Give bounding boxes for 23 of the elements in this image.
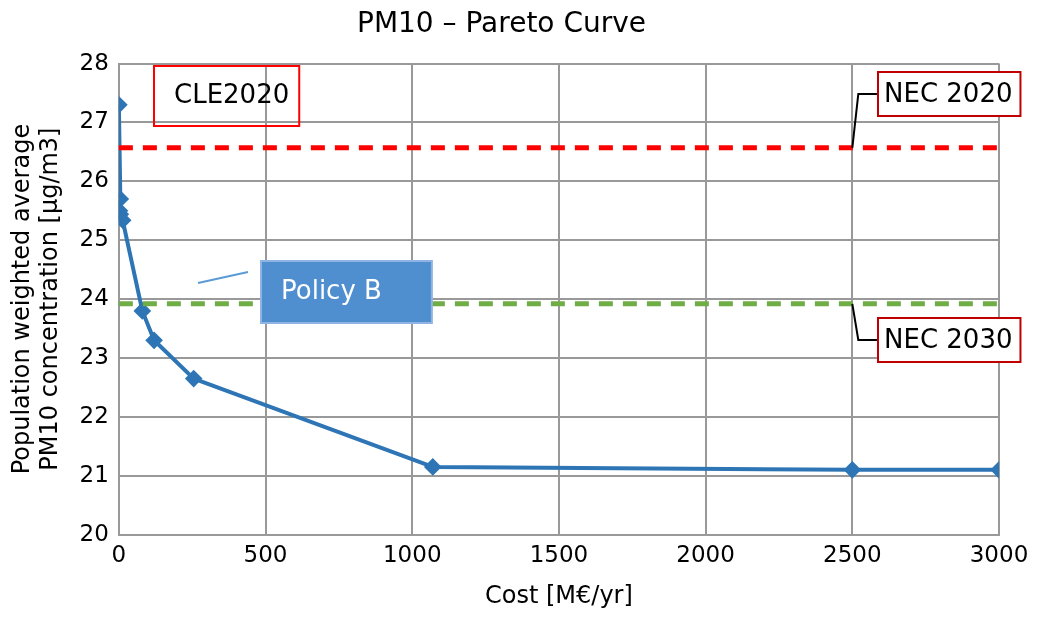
y-tick-label: 22 — [79, 401, 109, 428]
chart-title: PM10 – Pareto Curve — [357, 6, 646, 40]
x-tick-label: 2500 — [823, 541, 882, 568]
x-tick-label: 1000 — [382, 541, 442, 568]
y-tick-label: 21 — [79, 460, 109, 487]
x-tick-label: 2000 — [676, 541, 735, 568]
y-axis-title: Population weighted average PM10 concentration [µg/m3] — [6, 123, 64, 475]
y-tick-label: 20 — [79, 519, 109, 546]
y-tick-label: 23 — [79, 342, 109, 369]
x-axis-title: Cost [M€/yr] — [485, 580, 633, 609]
x-tick-label: 0 — [111, 541, 127, 568]
y-tick-label: 25 — [79, 225, 109, 252]
annotation: Policy B — [281, 274, 382, 305]
x-tick-label: 1500 — [529, 541, 589, 568]
x-tick-label: 500 — [243, 541, 288, 568]
ref-line-label: NEC 2020 — [884, 77, 1013, 108]
annotation: CLE2020 — [174, 78, 290, 109]
y-tick-label: 28 — [79, 48, 109, 75]
y-tick-label: 27 — [79, 107, 109, 134]
y-tick-label: 26 — [79, 166, 109, 193]
y-tick-label: 24 — [79, 284, 109, 311]
ref-line-label: NEC 2030 — [884, 323, 1013, 354]
x-tick-label: 3000 — [969, 541, 1029, 568]
